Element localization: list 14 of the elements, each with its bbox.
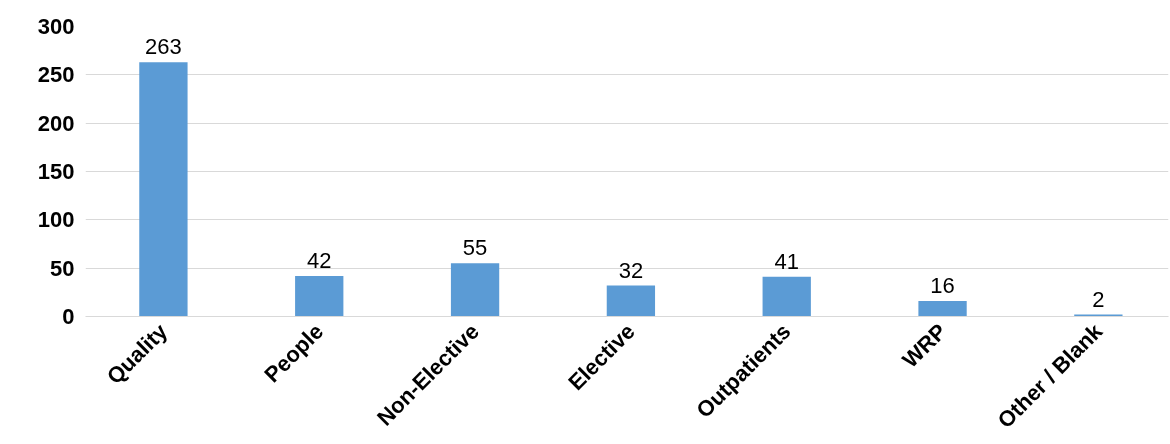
y-tick-label: 0 [62,304,75,329]
y-tick-label: 50 [50,255,75,281]
data-label: 2 [1092,286,1105,312]
data-label: 42 [307,247,332,273]
data-label: 16 [930,273,955,299]
data-label: 263 [145,34,182,60]
y-tick-label: 200 [37,110,75,136]
y-tick-label: 150 [37,159,75,184]
y-tick-label: 300 [37,14,75,39]
data-label: 32 [618,257,644,283]
y-tick-label: 250 [37,62,75,88]
y-tick-label: 100 [37,207,75,233]
data-label: 41 [774,248,799,274]
data-label: 55 [462,235,488,261]
